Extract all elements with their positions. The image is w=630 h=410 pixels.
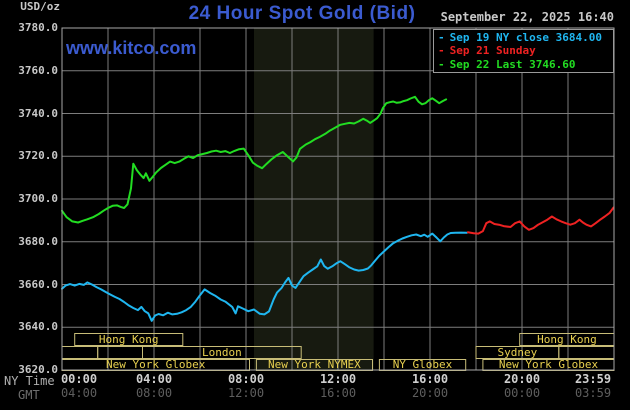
series-line-sep-21-sunday — [466, 206, 615, 235]
y-axis-tick-label: 3660.0 — [18, 278, 58, 291]
legend-label: Sep 21 Sunday — [449, 44, 536, 58]
x-axis-ny-tick-label: 12:00 — [319, 372, 357, 386]
legend-dash-icon: - — [438, 44, 445, 58]
y-axis-tick-label: 3780.0 — [18, 21, 58, 34]
session-label: New York Globex — [106, 358, 206, 371]
legend-row-close: - Sep 19 NY close 3684.00 — [438, 31, 609, 44]
x-axis-ny-tick-label: 23:59 — [574, 372, 612, 386]
y-axis-tick-label: 3700.0 — [18, 192, 58, 205]
y-axis-tick-label: 3720.0 — [18, 149, 58, 162]
series-line-sep-19-ny-close — [61, 231, 468, 322]
legend-label: Sep 19 NY close 3684.00 — [449, 31, 602, 45]
legend-row-sunday: - Sep 21 Sunday — [438, 44, 609, 57]
legend-label: Sep 22 Last 3746.60 — [449, 57, 576, 71]
x-axis-ny-tick-label: 16:00 — [411, 372, 449, 386]
session-label: NY Globex — [393, 358, 453, 371]
session-box-empty — [61, 346, 99, 359]
session-label: Hong Kong — [99, 333, 159, 346]
x-axis-gmt-label: GMT — [18, 388, 40, 402]
session-box-empty — [97, 346, 143, 359]
chart-datetime: September 22, 2025 16:40 — [440, 10, 614, 24]
y-axis-tick-label: 3620.0 — [18, 363, 58, 376]
session-label: Sydney — [498, 346, 538, 359]
series-line-sep-22-last — [61, 95, 448, 224]
session-label: Hong Kong — [537, 333, 597, 346]
kitco-watermark: www.kitco.com — [66, 38, 197, 58]
legend: - Sep 19 NY close 3684.00 - Sep 21 Sunda… — [433, 29, 614, 73]
x-axis-ny-tick-label: 20:00 — [503, 372, 541, 386]
x-axis-ny-time-label: NY Time — [4, 374, 55, 388]
x-axis-ny-tick-label: 08:00 — [227, 372, 265, 386]
x-axis-ny-tick-label: 04:00 — [135, 372, 173, 386]
legend-dash-icon: - — [438, 57, 445, 71]
legend-dash-icon: - — [438, 31, 445, 45]
session-label: New York NYMEX — [268, 358, 361, 371]
y-axis-tick-label: 3740.0 — [18, 107, 58, 120]
session-label: New York Globex — [499, 358, 599, 371]
y-axis-tick-label: 3680.0 — [18, 235, 58, 248]
x-axis-gmt-tick-label: 20:00 — [411, 386, 449, 400]
x-axis-gmt-tick-label: 08:00 — [135, 386, 173, 400]
y-axis-tick-label: 3640.0 — [18, 320, 58, 333]
page-title: 24 Hour Spot Gold (Bid) — [188, 3, 416, 24]
plot-border — [61, 27, 615, 371]
x-axis-gmt-tick-label: 00:00 — [503, 386, 541, 400]
x-axis-gmt-tick-label: 16:00 — [319, 386, 357, 400]
session-label: London — [202, 346, 242, 359]
y-axis-unit-label: USD/oz — [20, 0, 60, 13]
session-box-empty — [558, 346, 615, 359]
x-axis-ny-tick-label: 00:00 — [60, 372, 98, 386]
legend-row-today: - Sep 22 Last 3746.60 — [438, 58, 609, 71]
x-axis-gmt-tick-label: 04:00 — [60, 386, 98, 400]
x-axis-gmt-tick-label: 03:59 — [574, 386, 612, 400]
y-axis-tick-label: 3760.0 — [18, 64, 58, 77]
session-box-london — [142, 346, 302, 359]
session-box-hong-kong — [74, 333, 184, 346]
x-axis-gmt-tick-label: 12:00 — [227, 386, 265, 400]
